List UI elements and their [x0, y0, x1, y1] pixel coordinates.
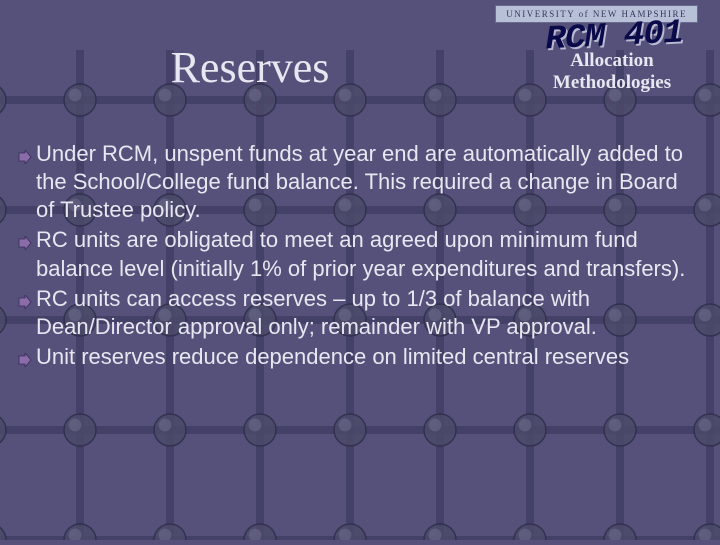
bullet-list: Under RCM, unspent funds at year end are…	[18, 140, 694, 373]
page-title: Reserves	[0, 42, 500, 93]
list-item-text: RC units can access reserves – up to 1/3…	[36, 285, 694, 341]
list-item: Unit reserves reduce dependence on limit…	[18, 343, 694, 371]
page-subtitle: Allocation Methodologies	[522, 50, 702, 94]
list-item-text: Under RCM, unspent funds at year end are…	[36, 140, 694, 224]
list-item: Under RCM, unspent funds at year end are…	[18, 140, 694, 224]
list-item: RC units can access reserves – up to 1/3…	[18, 285, 694, 341]
list-item: RC units are obligated to meet an agreed…	[18, 226, 694, 282]
arrow-icon	[18, 285, 36, 313]
arrow-icon	[18, 343, 36, 371]
arrow-icon	[18, 226, 36, 254]
arrow-icon	[18, 140, 36, 168]
list-item-text: Unit reserves reduce dependence on limit…	[36, 343, 629, 371]
list-item-text: RC units are obligated to meet an agreed…	[36, 226, 694, 282]
